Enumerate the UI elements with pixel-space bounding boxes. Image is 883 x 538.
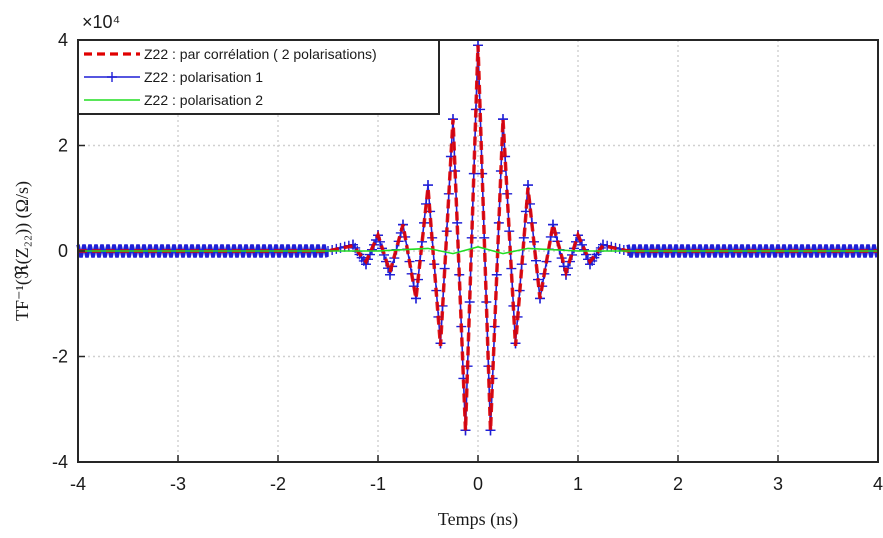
y-tick-label: 2 [58,136,68,156]
legend-item-correlation: Z22 : par corrélation ( 2 polarisations) [84,46,377,62]
x-tick-label: 3 [773,474,783,494]
y-tick-label: -2 [52,347,68,367]
ticks: -4 -3 -2 -1 0 1 2 3 4 -4 -2 0 2 4 [52,30,883,494]
series-polarisation-1-marker [423,180,433,191]
x-tick-label: -1 [370,474,386,494]
x-tick-label: -3 [170,474,186,494]
legend-item-polarisation-1-label: Z22 : polarisation 1 [144,69,263,85]
x-tick-label: -4 [70,474,86,494]
y-axis-label: TF⁻¹(ℜ(Z₂₂)) (Ω/s) [12,181,33,321]
legend-item-polarisation-2: Z22 : polarisation 2 [84,92,263,108]
x-tick-label: 0 [473,474,483,494]
legend-item-correlation-label: Z22 : par corrélation ( 2 polarisations) [144,46,377,62]
y-tick-label: -4 [52,452,68,472]
y-exponent-label: ×10⁴ [82,12,120,32]
legend-item-polarisation-2-label: Z22 : polarisation 2 [144,92,263,108]
x-axis-label: Temps (ns) [438,509,518,530]
legend-item-polarisation-1: Z22 : polarisation 1 [84,69,263,85]
x-tick-label: 1 [573,474,583,494]
x-tick-label: 2 [673,474,683,494]
x-tick-label: -2 [270,474,286,494]
legend: Z22 : par corrélation ( 2 polarisations)… [77,39,440,115]
x-tick-label: 4 [873,474,883,494]
legend-item-polarisation-1-marker [107,72,117,82]
y-tick-label: 0 [58,241,68,261]
series-correlation-line [78,45,878,431]
series-polarisation-2-line [78,245,878,255]
series-layer [76,40,879,436]
y-tick-label: 4 [58,30,68,50]
